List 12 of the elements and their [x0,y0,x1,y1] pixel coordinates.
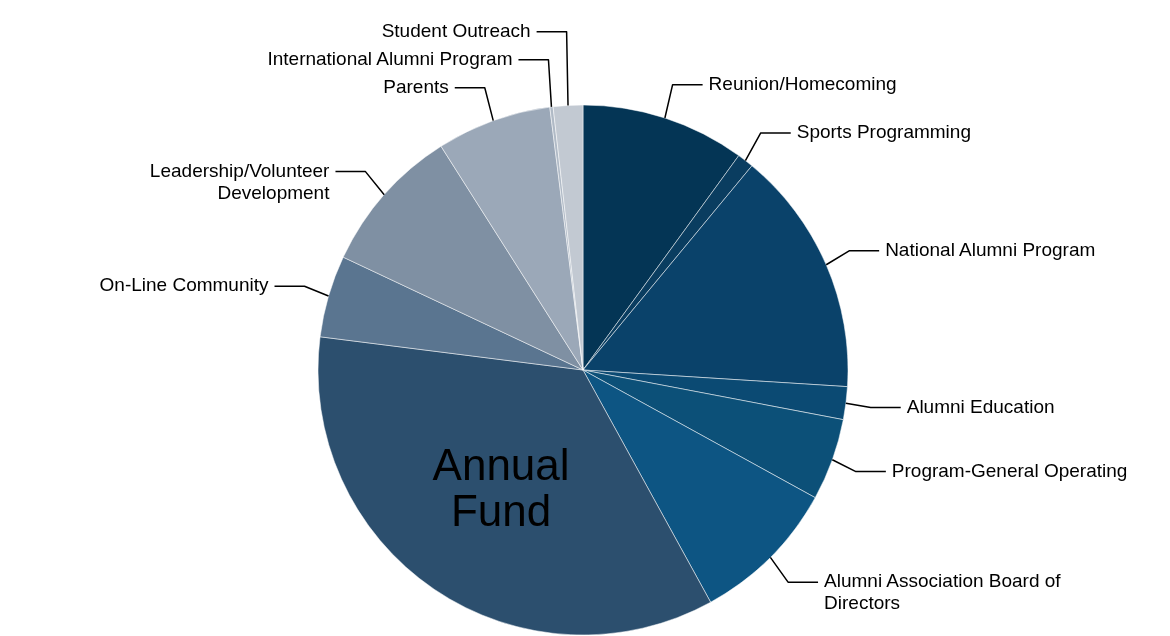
slice-label: Reunion/Homecoming [708,72,897,94]
slice-label: Alumni Education [906,395,1055,417]
slice-label: Alumni Association Board of Directors [824,570,1062,614]
slice-label: International Alumni Program [267,47,513,69]
slice-label: Student Outreach [381,19,531,41]
slice-label: Program-General Operating [891,459,1128,481]
slice-label: Sports Programming [796,120,971,142]
slice-label: Annual Fund [432,439,570,535]
slice-label: Parents [383,75,449,97]
slice-label: National Alumni Program [885,238,1096,260]
slice-label: On-Line Community [99,274,270,296]
slice-label: Leadership/Volunteer Development [149,159,331,203]
